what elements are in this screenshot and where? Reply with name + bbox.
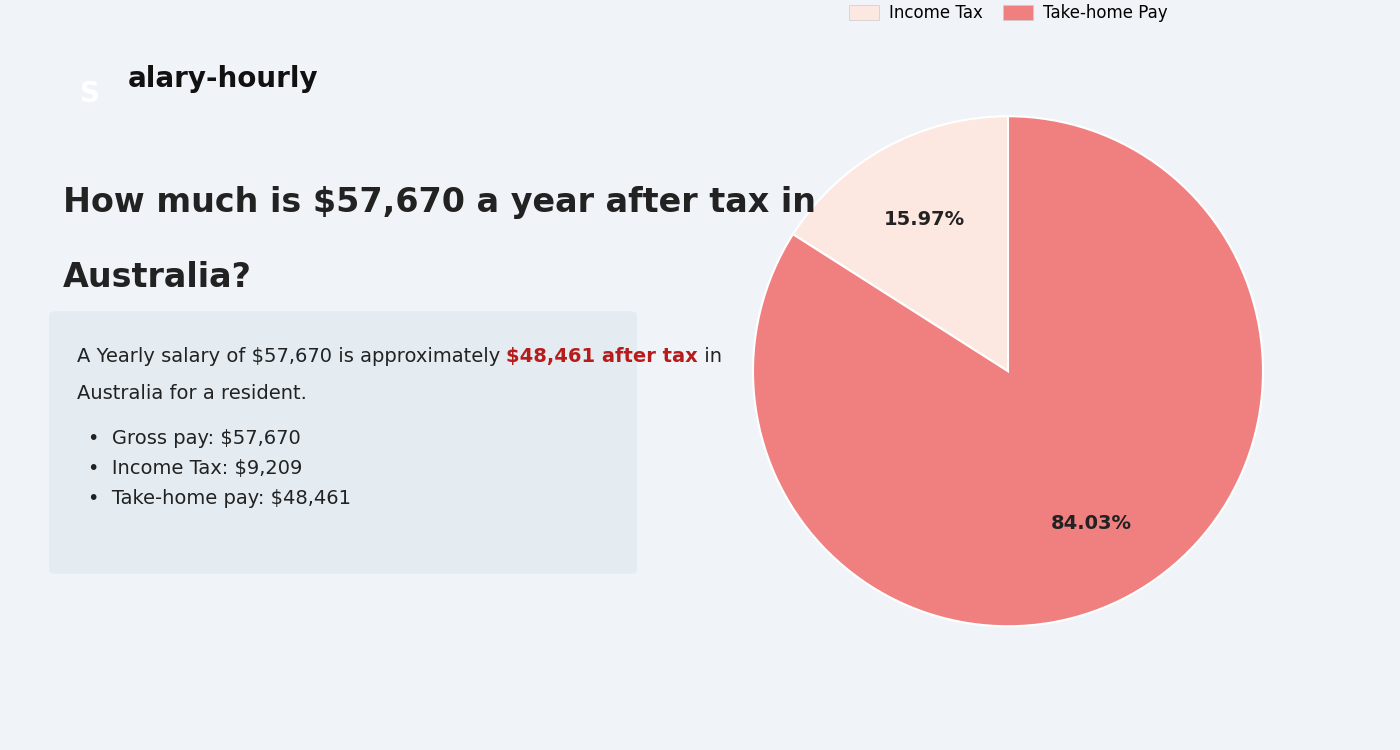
Text: How much is $57,670 a year after tax in: How much is $57,670 a year after tax in	[63, 186, 816, 219]
Text: in: in	[699, 346, 722, 366]
Text: Australia?: Australia?	[63, 261, 252, 294]
Text: •  Income Tax: $9,209: • Income Tax: $9,209	[88, 459, 302, 478]
Text: 84.03%: 84.03%	[1051, 514, 1131, 532]
Text: alary-hourly: alary-hourly	[127, 64, 318, 93]
Text: Australia for a resident.: Australia for a resident.	[77, 384, 307, 404]
Text: S: S	[80, 80, 99, 108]
Wedge shape	[792, 116, 1008, 371]
Text: A Yearly salary of $57,670 is approximately: A Yearly salary of $57,670 is approximat…	[77, 346, 507, 366]
Wedge shape	[753, 116, 1263, 626]
Legend: Income Tax, Take-home Pay: Income Tax, Take-home Pay	[841, 0, 1175, 28]
Text: $48,461 after tax: $48,461 after tax	[507, 346, 699, 366]
Text: •  Gross pay: $57,670: • Gross pay: $57,670	[88, 429, 301, 448]
Text: •  Take-home pay: $48,461: • Take-home pay: $48,461	[88, 489, 351, 508]
Text: 15.97%: 15.97%	[883, 210, 965, 229]
